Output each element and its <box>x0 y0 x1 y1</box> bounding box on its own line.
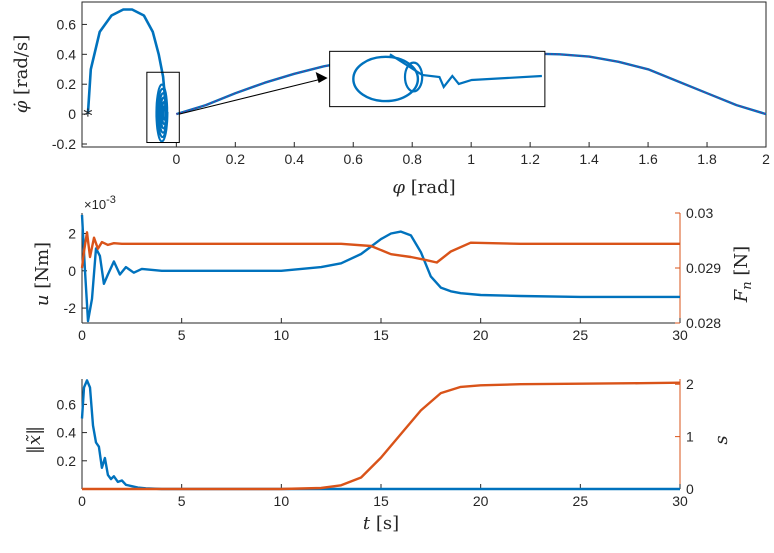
left-axis-label: ‖x̃‖ <box>24 426 45 454</box>
y-tick-label: 0.6 <box>57 16 77 32</box>
series-swing-up-loop <box>86 8 168 118</box>
left-axis-label: u [Nm] <box>32 242 53 306</box>
x-axis-label: t [s] <box>363 513 399 534</box>
series-left <box>80 214 680 323</box>
x-tick-label: 15 <box>373 493 389 509</box>
x-tick-label: 10 <box>274 327 290 343</box>
x-tick-label: 2 <box>762 151 770 167</box>
right-y-tick-label: 0 <box>686 481 694 497</box>
inset-box <box>329 50 546 108</box>
x-tick-label: 1 <box>467 151 475 167</box>
x-tick-label: 20 <box>473 493 489 509</box>
inset-loop-large <box>352 55 420 103</box>
x-axis-label: φ [rad] <box>392 177 455 198</box>
left-y-tick-label: 0.2 <box>57 453 77 469</box>
right-axis-label: Fn [N] <box>731 246 755 303</box>
x-tick-label: 0.2 <box>226 151 246 167</box>
x-tick-label: 0.6 <box>344 151 364 167</box>
x-tick-label: 10 <box>274 493 290 509</box>
left-y-tick-label: 2 <box>68 226 76 242</box>
right-y-tick-label: 0.028 <box>686 315 721 331</box>
start-marker: * <box>83 106 92 127</box>
right-y-tick-label: 1 <box>686 429 694 445</box>
x-tick-label: 25 <box>573 493 589 509</box>
x-tick-label: 30 <box>672 493 688 509</box>
right-y-tick-label: 0.029 <box>686 260 721 276</box>
y-tick-label: -0.2 <box>52 136 76 152</box>
inset-connector <box>179 78 322 115</box>
right-y-tick-label: 0.03 <box>686 205 713 221</box>
y-tick-label: 0 <box>68 106 76 122</box>
x-tick-label: 15 <box>373 327 389 343</box>
y-tick-label: 0.2 <box>57 76 77 92</box>
x-tick-label: 0.8 <box>402 151 422 167</box>
x-tick-label: 1.8 <box>697 151 717 167</box>
x-tick-label: 1.6 <box>638 151 658 167</box>
left-y-tick-label: 0.4 <box>57 425 77 441</box>
zoom-box <box>146 71 180 144</box>
right-axis-label: s <box>711 435 732 444</box>
x-tick-label: 20 <box>473 327 489 343</box>
phase-portrait-panel: 0 0.2 0.4 0.6 0.8 1 1.2 1.4 1.6 1.8 2 -0.2 0 0.2 0.4 0.… <box>11 1 770 198</box>
x-tick-label: 1.2 <box>520 151 540 167</box>
left-y-tick-label: 0.6 <box>57 396 77 412</box>
series-right <box>80 231 680 269</box>
x-tick-label: 0 <box>172 151 180 167</box>
series-right <box>82 381 681 491</box>
x-tick-label: 5 <box>178 493 186 509</box>
y-axis-label: φ̇ [rad/s] <box>11 35 32 114</box>
inset-loop-medium <box>403 61 424 93</box>
x-tick-label: 0 <box>78 493 86 509</box>
left-y-tick-label: -2 <box>64 300 77 316</box>
x-tick-label: 0 <box>78 327 86 343</box>
x-tick-label: 0.4 <box>285 151 305 167</box>
x-tick-label: 25 <box>573 327 589 343</box>
right-y-tick-label: 2 <box>686 376 694 392</box>
x-tick-label: 1.4 <box>579 151 599 167</box>
y-tick-label: 0.4 <box>57 46 77 62</box>
series-spiral <box>155 83 169 143</box>
x-tick-label: 30 <box>672 327 688 343</box>
series-left <box>80 379 680 491</box>
x-tick-label: 5 <box>178 327 186 343</box>
inset-trajectory <box>389 53 542 90</box>
axes-box <box>81 1 767 148</box>
state-error-panel: 0 5 10 15 20 25 30 0.2 0.4 0.6 0 1 2 ‖x̃‖ s t [s] <box>24 376 732 534</box>
left-y-tick-label: 0 <box>68 263 76 279</box>
inset-arrowhead <box>315 71 328 83</box>
